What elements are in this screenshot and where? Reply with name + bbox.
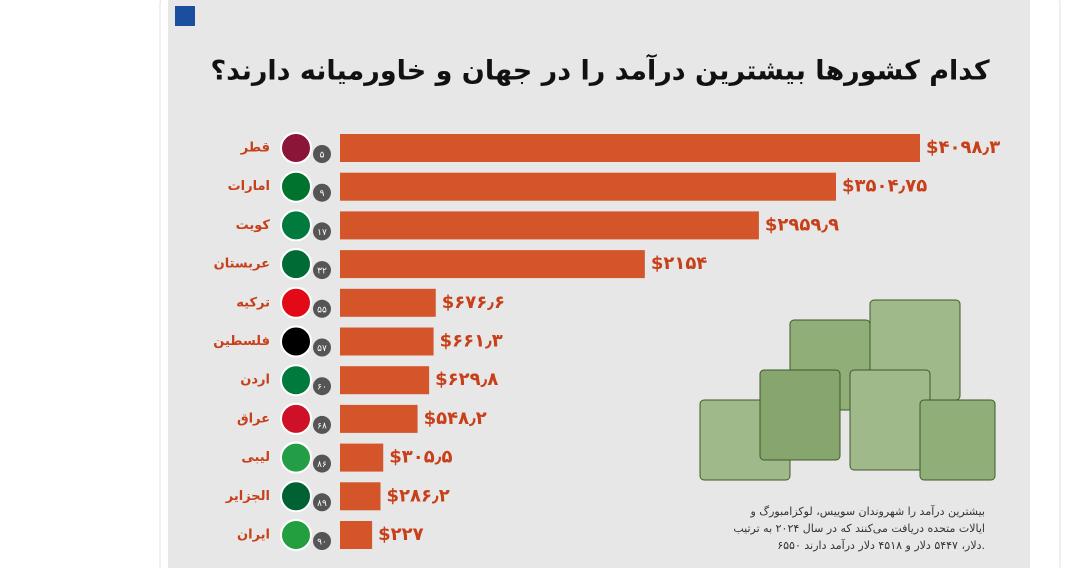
category-label: عراق	[237, 411, 270, 426]
value-label: $۲۹۵۹٫۹	[765, 214, 839, 235]
value-label: $۳۰۵٫۵	[389, 447, 452, 468]
category-label: قطر	[240, 141, 270, 156]
rank-badge	[313, 145, 331, 163]
note-line: بیشترین درآمد را شهروندان سوییس، لوکزامب…	[749, 504, 985, 518]
rank-badge	[313, 338, 331, 357]
rank-label: ۹۰	[317, 538, 327, 548]
note: بیشترین درآمد را شهروندان سوییس، لوکزامب…	[733, 504, 985, 552]
flag	[280, 364, 312, 397]
flag	[280, 209, 312, 242]
money-illustration	[699, 299, 996, 481]
category-label: اردن	[240, 373, 270, 388]
logo	[175, 6, 195, 26]
rank-label: ۵۵	[317, 305, 327, 315]
rank-label: ۸۶	[317, 460, 327, 470]
rank-label: ۸۹	[317, 499, 327, 509]
bar	[340, 521, 373, 549]
rank-label: ۶۸	[317, 421, 327, 431]
bar	[340, 404, 418, 433]
rank-label: ۵	[320, 151, 325, 161]
flag	[280, 248, 312, 281]
bar	[340, 172, 836, 201]
value-label: $۶۶۱٫۳	[440, 331, 503, 352]
value-label: $۶۲۹٫۸	[435, 369, 498, 390]
note-line: ۶۵۵۰ دلار، ۵۴۴۷ دلار و ۴۵۱۸ دلار درآمد د…	[777, 538, 985, 552]
bar	[340, 443, 384, 472]
category-label: کویت	[236, 218, 271, 233]
rank-label: ۱۷	[317, 228, 327, 238]
bar	[340, 288, 436, 317]
rank-label: ۶۰	[317, 383, 327, 393]
bar	[340, 327, 434, 356]
bar	[340, 482, 381, 511]
rank-badge	[313, 222, 331, 241]
chart-title: کدام کشورها بیشترین درآمد را در جهان و خ…	[210, 54, 989, 87]
note-line: ایالات متحده دریافت می‌کنند که در سال ۲۰…	[733, 522, 985, 535]
bar	[340, 211, 759, 240]
rank-label: ۳۲	[317, 267, 327, 277]
flag	[280, 519, 312, 551]
rank-badge	[313, 532, 331, 550]
rank-badge	[313, 183, 331, 202]
category-label: ایران	[237, 528, 270, 543]
category-label: ترکیه	[236, 295, 270, 310]
flag	[280, 170, 312, 203]
value-label: $۴۰۹۸٫۳	[926, 137, 1000, 158]
rank-badge	[313, 299, 331, 318]
rank-badge	[313, 454, 331, 473]
flag	[280, 286, 312, 319]
flag	[280, 480, 312, 513]
rank-label: ۹	[320, 189, 325, 199]
bar	[340, 366, 430, 395]
value-label: $۲۸۶٫۲	[387, 485, 450, 506]
category-label: لیبی	[241, 450, 270, 465]
rank-label: ۵۷	[317, 344, 327, 354]
rank-badge	[313, 493, 331, 512]
rank-badge	[313, 261, 331, 280]
category-label: امارات	[228, 179, 270, 194]
category-label: فلسطین	[213, 334, 270, 349]
flag	[280, 325, 312, 358]
value-label: $۶۷۶٫۶	[442, 292, 505, 313]
value-label: $۲۱۵۴	[651, 253, 707, 274]
value-label: $۲۲۷	[378, 524, 423, 545]
category-label: الجزایر	[225, 489, 270, 504]
value-label: $۳۵۰۴٫۷۵	[842, 176, 927, 197]
flag	[280, 132, 312, 164]
rank-badge	[313, 415, 331, 434]
flag	[280, 402, 312, 435]
rank-badge	[313, 377, 331, 396]
value-label: $۵۴۸٫۲	[424, 408, 487, 429]
infographic-bg	[168, 0, 1030, 568]
flag	[280, 441, 312, 474]
bar	[340, 134, 920, 162]
category-label: عربستان	[214, 257, 270, 272]
bar	[340, 250, 645, 279]
